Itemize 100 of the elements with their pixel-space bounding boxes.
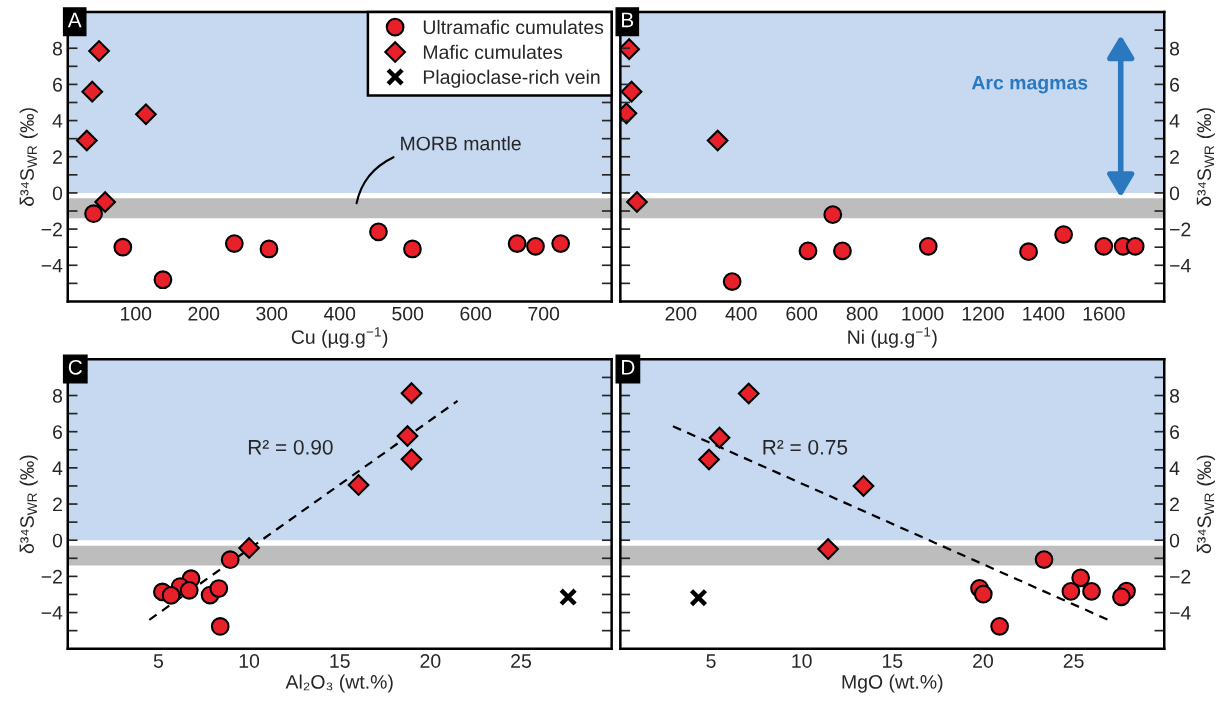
annotation: R² = 0.75 bbox=[763, 439, 848, 455]
point bbox=[918, 236, 938, 256]
point bbox=[209, 579, 229, 598]
point bbox=[1112, 587, 1131, 607]
y-axis-title: δ³⁴S$_{WR}$ (‰) bbox=[19, 108, 38, 206]
y-tick-label: 4 bbox=[52, 114, 63, 128]
point bbox=[1061, 582, 1081, 601]
chart-title: B bbox=[622, 12, 634, 28]
y-tick-label: 2 bbox=[53, 150, 62, 164]
point bbox=[238, 537, 260, 559]
y2-axis-title: δ³⁴S$_{WR}$ (‰) bbox=[1196, 108, 1215, 206]
y2-tick-label: 6 bbox=[1170, 77, 1180, 92]
point bbox=[526, 236, 545, 256]
point bbox=[224, 234, 244, 253]
point bbox=[558, 587, 578, 607]
point bbox=[88, 40, 110, 62]
x-tick-label: 20 bbox=[420, 654, 441, 668]
point bbox=[135, 103, 157, 126]
y-tick-label: 6 bbox=[53, 425, 63, 439]
y-tick-label: −2 bbox=[41, 569, 62, 584]
point bbox=[620, 38, 640, 60]
y2-tick-label: −2 bbox=[1170, 569, 1191, 584]
x-axis-title: Ni (µg.g$^{−1}$) bbox=[848, 327, 937, 348]
point bbox=[210, 617, 230, 636]
legend-label: Plagioclase-rich vein bbox=[423, 69, 600, 88]
point bbox=[113, 237, 133, 257]
point bbox=[689, 588, 708, 607]
point bbox=[722, 272, 742, 291]
point bbox=[706, 129, 729, 152]
x-tick-label: 15 bbox=[882, 654, 903, 668]
x-tick-label: 600 bbox=[460, 306, 492, 321]
y2-axis-title: δ³⁴S$_{WR}$ (‰) bbox=[1196, 455, 1215, 554]
y2-tick-label: −4 bbox=[1170, 258, 1191, 273]
point bbox=[347, 474, 370, 496]
point bbox=[620, 80, 643, 103]
point bbox=[400, 448, 423, 471]
x-tick-label: 5 bbox=[153, 654, 163, 668]
point bbox=[1125, 236, 1145, 256]
point bbox=[161, 586, 181, 605]
point bbox=[1019, 242, 1038, 262]
x-tick-label: 200 bbox=[665, 306, 697, 321]
y-tick-label: 0 bbox=[52, 533, 63, 548]
point bbox=[369, 222, 388, 242]
point bbox=[507, 234, 527, 253]
point bbox=[94, 191, 117, 213]
x-tick-label: 400 bbox=[725, 306, 757, 321]
x-tick-label: 300 bbox=[256, 306, 288, 321]
x-tick-label: 600 bbox=[786, 306, 818, 321]
y2-tick-label: 8 bbox=[1169, 41, 1180, 56]
x-tick-label: 700 bbox=[528, 306, 560, 321]
point bbox=[81, 80, 104, 103]
point bbox=[708, 426, 731, 449]
x-tick-label: 20 bbox=[973, 654, 993, 668]
point bbox=[396, 425, 419, 447]
band-label: Arc magmas bbox=[971, 75, 1088, 94]
x-tick-label: 1000 bbox=[902, 306, 944, 321]
point bbox=[698, 448, 720, 471]
y2-tick-label: 4 bbox=[1169, 114, 1180, 128]
point bbox=[1034, 550, 1054, 569]
y-tick-label: 4 bbox=[52, 461, 63, 475]
point bbox=[84, 204, 103, 224]
point bbox=[153, 270, 173, 290]
y-tick-label: 6 bbox=[53, 77, 63, 92]
y-axis-title: δ³⁴S$_{WR}$ (‰) bbox=[19, 455, 38, 554]
point bbox=[626, 191, 648, 213]
x-tick-label: 25 bbox=[511, 654, 531, 668]
point bbox=[1094, 236, 1114, 256]
y2-tick-label: 8 bbox=[1169, 388, 1180, 403]
x-axis-title: Al₂O₃ (wt.%) bbox=[285, 674, 393, 693]
y2-tick-label: 0 bbox=[1169, 533, 1180, 548]
x-tick-label: 1600 bbox=[1083, 306, 1125, 321]
point bbox=[400, 382, 423, 405]
y-tick-label: −2 bbox=[41, 222, 62, 237]
y-tick-label: −4 bbox=[41, 258, 63, 273]
band-label: MORB mantle bbox=[401, 136, 521, 151]
point bbox=[833, 241, 852, 261]
point bbox=[852, 475, 875, 497]
point bbox=[1054, 225, 1073, 244]
x-axis-title: MgO (wt.%) bbox=[842, 674, 943, 693]
x-tick-label: 5 bbox=[706, 654, 716, 668]
point bbox=[973, 584, 993, 604]
y2-tick-label: 6 bbox=[1170, 425, 1180, 439]
chart-title: C bbox=[68, 359, 83, 375]
point bbox=[1082, 582, 1101, 601]
x-tick-label: 500 bbox=[392, 306, 424, 321]
y-tick-label: 8 bbox=[52, 388, 63, 403]
chart-title: A bbox=[67, 12, 82, 28]
x-tick-label: 25 bbox=[1063, 654, 1084, 668]
x-tick-label: 200 bbox=[188, 306, 220, 321]
y-tick-label: 8 bbox=[52, 41, 63, 56]
x-tick-label: 800 bbox=[846, 306, 878, 321]
x-tick-label: 10 bbox=[792, 654, 812, 668]
x-tick-label: 1400 bbox=[1023, 306, 1065, 321]
y-tick-label: 0 bbox=[52, 186, 63, 201]
y2-tick-label: 0 bbox=[1169, 186, 1180, 201]
y2-tick-label: 2 bbox=[1170, 150, 1179, 164]
y2-tick-label: 4 bbox=[1169, 461, 1180, 475]
point bbox=[1071, 568, 1091, 588]
annotation: R² = 0.90 bbox=[248, 439, 333, 455]
point bbox=[798, 241, 818, 261]
